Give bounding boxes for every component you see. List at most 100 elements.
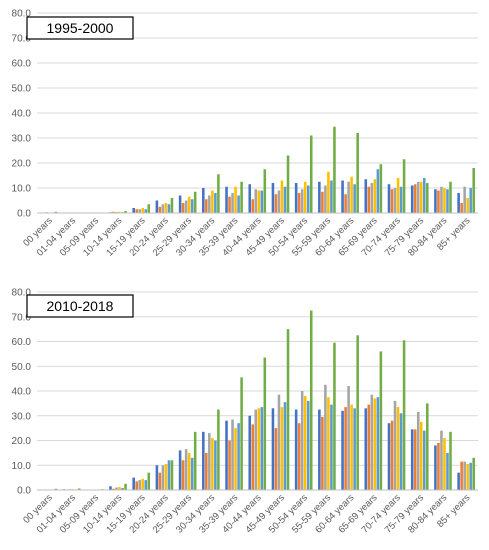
chart-panel-0: 0.010.020.030.040.050.060.070.080.000 ye… [12,9,478,259]
bar [300,391,304,490]
y-tick-label: 40.0 [12,109,32,120]
bar [297,193,301,213]
bar [155,465,159,490]
bar [426,183,429,213]
bar [353,184,356,213]
bar [184,449,188,490]
y-tick-label: 10.0 [12,184,32,195]
bar [251,424,255,490]
bar [254,189,258,213]
bar [327,397,330,490]
bar [231,419,234,490]
bar [426,403,429,491]
bar [410,429,414,490]
bar [161,465,165,490]
bar [208,433,211,490]
bar [402,159,406,213]
bar [283,402,287,490]
bar [141,478,145,490]
bar [379,164,383,213]
bar [237,423,240,490]
y-tick-label: 40.0 [12,387,32,398]
bar [190,199,194,213]
bar [422,178,426,213]
bar [170,460,174,490]
bar [138,209,141,213]
bar [257,408,261,490]
bar [260,407,264,490]
bar [379,351,383,490]
bar [190,457,194,490]
bar [297,423,301,490]
bar [54,211,58,213]
bar [248,184,252,213]
bar [178,450,182,490]
bar [303,181,307,213]
bar [132,208,135,213]
bar [341,410,344,490]
bar [147,204,151,213]
bar [370,394,374,490]
bar [324,384,327,490]
bar [294,183,298,213]
bar [132,477,135,491]
bar [274,428,278,491]
bar [167,204,171,213]
bar [460,203,463,213]
bar [330,404,333,490]
bar [260,190,264,213]
bar [318,181,321,213]
bar [330,180,333,213]
bar [469,462,472,490]
bar [437,190,440,213]
bar [472,457,475,490]
bar [457,193,460,213]
bar [341,180,344,213]
bar [124,483,127,490]
bar [184,200,188,213]
bar [277,190,281,213]
chart-title-box [26,16,134,40]
bar [446,452,449,491]
bar [466,198,469,213]
bar [347,386,350,490]
bar [254,409,258,490]
bar [286,155,290,213]
bar [135,481,138,490]
bar [440,430,443,490]
bar [437,442,440,490]
bar [370,183,374,213]
bar [373,179,377,213]
bar [257,190,261,213]
bar [280,180,284,213]
bar [353,408,356,490]
bar [248,415,252,490]
bar [364,408,368,490]
bar [138,480,141,490]
bar [178,195,182,213]
bar [217,409,220,490]
bar [387,184,391,213]
bar [422,430,426,490]
bar [376,169,380,213]
bar [373,398,377,490]
bar [347,181,350,213]
bar [164,203,168,213]
bar [413,184,417,213]
bar [399,186,403,213]
bar [309,135,313,213]
bar [344,407,347,490]
bar [240,377,243,490]
bar [158,472,162,490]
bar [416,181,420,213]
bar [144,480,148,490]
bar [161,204,165,213]
bar [390,189,394,213]
bar [333,126,336,213]
bar [170,198,174,213]
bar [112,211,115,213]
bar [350,404,353,490]
bar [147,472,151,490]
bar [271,408,275,490]
y-tick-label: 80.0 [12,9,32,20]
